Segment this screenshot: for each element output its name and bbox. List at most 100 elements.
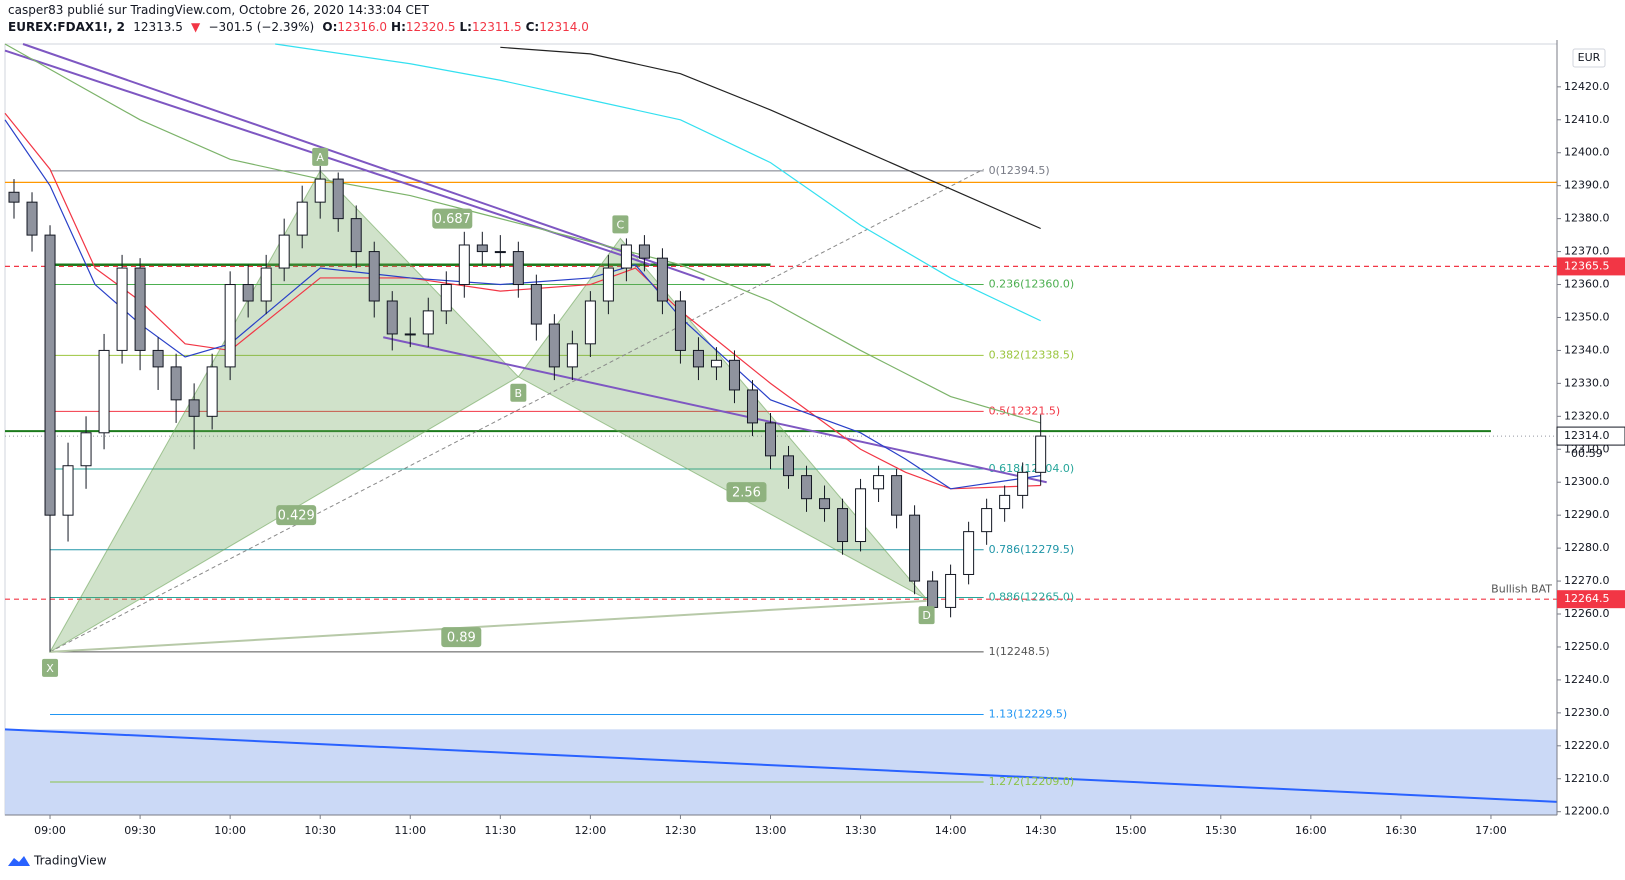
candle-body (152, 349, 164, 368)
candle-body (674, 300, 686, 351)
candle-body (981, 508, 993, 533)
candle-body (98, 349, 110, 434)
candle-body (116, 267, 128, 351)
candle-body (422, 310, 434, 335)
fib-label: 1.13(12229.5) (989, 708, 1068, 721)
ratio-label: 0.429 (278, 509, 315, 524)
candle-body (44, 234, 56, 516)
x-tick-label: 11:00 (394, 824, 426, 837)
candle-body (746, 389, 758, 424)
fib-label: 0.618(12304.0) (989, 462, 1075, 475)
candle-body (350, 218, 362, 253)
ohlc: O:12316.0 H:12320.5 L:12311.5 C:12314.0 (322, 20, 592, 34)
fib-label: 1.272(12209.0) (989, 775, 1075, 788)
y-tick-label: 12340.0 (1564, 343, 1610, 356)
pattern-label: B (515, 387, 523, 400)
pattern-label: X (46, 662, 54, 675)
ratio-box (276, 505, 317, 526)
ohlc-key: O: (322, 20, 338, 34)
candle-body (837, 508, 849, 543)
x-tick-label: 16:30 (1385, 824, 1417, 837)
last-price: 12313.5 (133, 20, 183, 34)
y-tick-label: 12200.0 (1564, 805, 1610, 818)
y-tick-label: 12230.0 (1564, 706, 1610, 719)
moving-average (4, 119, 1041, 490)
candle-body (242, 284, 254, 302)
y-tick-label: 12210.0 (1564, 772, 1610, 785)
candle-body (819, 498, 831, 510)
candle-body (476, 244, 488, 253)
candle-body (1035, 435, 1047, 473)
y-tick-label: 12410.0 (1564, 113, 1610, 126)
ratio-box (441, 627, 482, 648)
candle-body (8, 191, 20, 203)
x-tick-label: 15:30 (1205, 824, 1237, 837)
candle-body (945, 573, 957, 608)
candle-body (710, 359, 722, 368)
pattern-point: A (312, 147, 329, 166)
candle-body (278, 234, 290, 269)
pattern-label: D (922, 609, 930, 622)
fib-label: 0.5(12321.5) (989, 404, 1061, 417)
candle-body (764, 422, 776, 457)
countdown: 00:59 (1571, 447, 1603, 460)
candle-body (368, 251, 380, 302)
pattern-label: C (617, 218, 625, 231)
candle-body (548, 323, 560, 368)
ratio: 0.687 (432, 208, 473, 229)
candle-body (783, 455, 795, 477)
trend-line (383, 336, 1047, 484)
y-tick-label: 12400.0 (1564, 146, 1610, 159)
moving-average (500, 46, 1041, 230)
candle-body (458, 244, 470, 286)
y-tick-label: 12270.0 (1564, 574, 1610, 587)
moving-average (4, 112, 1041, 490)
price-tag (1557, 590, 1625, 609)
fib-label: 0.886(12265.0) (989, 591, 1075, 604)
candle-body (692, 349, 704, 368)
candle-body (999, 494, 1011, 510)
ratio-box (432, 208, 473, 229)
candle-body (404, 333, 416, 336)
fib-label: 0(12394.5) (989, 164, 1050, 177)
brand-logo (8, 856, 30, 866)
currency-box (1572, 48, 1606, 68)
candle-body (927, 580, 939, 608)
change: −301.5 (−2.39%) (208, 20, 315, 34)
y-tick-label: 12300.0 (1564, 475, 1610, 488)
trend-line (49, 599, 927, 653)
candle-body (224, 284, 236, 368)
x-tick-label: 09:30 (124, 824, 156, 837)
y-tick-label: 12240.0 (1564, 673, 1610, 686)
x-tick-label: 10:00 (214, 824, 246, 837)
brand: TradingView (8, 854, 107, 868)
fib-label: 1(12248.5) (989, 645, 1050, 658)
x-tick-label: 17:00 (1475, 824, 1507, 837)
pattern-triangle (517, 237, 927, 600)
y-tick-label: 12380.0 (1564, 212, 1610, 225)
ohlc-value: 12316.0 (337, 20, 388, 34)
candle-body (909, 514, 921, 582)
x-tick-label: 09:00 (34, 824, 66, 837)
y-tick-label: 12280.0 (1564, 541, 1610, 554)
ohlc-key: H: (391, 20, 406, 34)
candle-body (26, 201, 38, 236)
y-tick-label: 12290.0 (1564, 508, 1610, 521)
candle-body (638, 244, 650, 259)
symbol-row: EUREX:FDAX1!, 2 12313.5 ▼ −301.5 (−2.39%… (8, 19, 597, 36)
y-tick-label: 12320.0 (1564, 409, 1610, 422)
candle-body (801, 475, 813, 500)
header: casper83 publié sur TradingView.com, Oct… (8, 2, 597, 36)
annotation: Bullish BAT (1491, 582, 1552, 595)
y-tick-label: 12390.0 (1564, 179, 1610, 192)
ohlc-value: 12320.5 (405, 20, 456, 34)
price-tag-label: 12314.0 (1564, 429, 1610, 442)
pattern-label-box (42, 658, 59, 677)
candle-body (1017, 471, 1029, 496)
x-tick-label: 14:30 (1025, 824, 1057, 837)
trend-line (22, 43, 705, 281)
candle-body (530, 284, 542, 325)
pattern-label-box (312, 147, 329, 166)
pattern-point: C (612, 215, 629, 234)
